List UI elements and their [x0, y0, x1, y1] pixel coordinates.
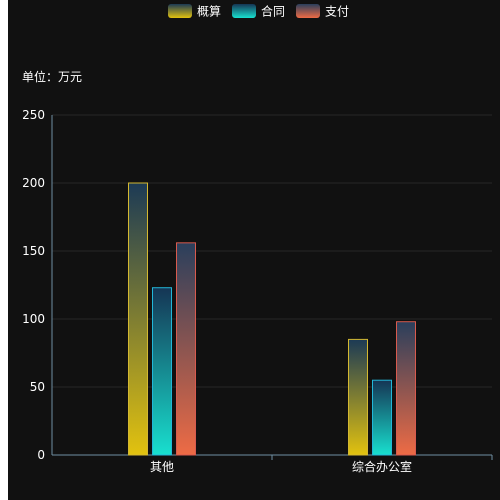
bar-合同-综合办公室[interactable] — [372, 379, 392, 456]
legend-item-3[interactable]: 支付 — [296, 4, 349, 19]
chart-panel — [8, 0, 500, 500]
bar-合同-其他[interactable] — [152, 287, 172, 456]
unit-label: 单位：万元 — [22, 69, 82, 84]
y-tick-label: 200 — [22, 176, 45, 190]
tick-labels: 0 50 100 150 200 250 其他 综合办公室 — [22, 108, 412, 474]
y-tick-label: 0 — [37, 448, 45, 462]
grid-lines — [52, 114, 492, 388]
y-tick-label: 250 — [22, 108, 45, 122]
bar-支付-综合办公室[interactable] — [396, 321, 416, 456]
y-tick-label: 100 — [22, 312, 45, 326]
bar-概算-综合办公室[interactable] — [348, 338, 368, 456]
legend-swatch — [232, 4, 256, 18]
legend-item-1[interactable]: 概算 — [168, 4, 221, 19]
bars[interactable] — [128, 182, 416, 456]
axes — [51, 115, 493, 460]
legend-item-2[interactable]: 合同 — [232, 4, 285, 19]
x-category-label: 其他 — [150, 460, 174, 474]
legend-label: 支付 — [325, 5, 349, 19]
bar-概算-其他[interactable] — [128, 182, 148, 456]
x-category-label: 综合办公室 — [352, 459, 412, 474]
legend-label: 概算 — [197, 4, 221, 19]
legend-label: 合同 — [261, 4, 285, 19]
y-tick-label: 50 — [30, 380, 45, 394]
bar-支付-其他[interactable] — [176, 242, 196, 456]
y-tick-label: 150 — [22, 244, 45, 258]
legend-swatch — [168, 4, 192, 18]
legend[interactable]: 概算 合同 支付 — [168, 4, 349, 19]
legend-swatch — [296, 4, 320, 18]
